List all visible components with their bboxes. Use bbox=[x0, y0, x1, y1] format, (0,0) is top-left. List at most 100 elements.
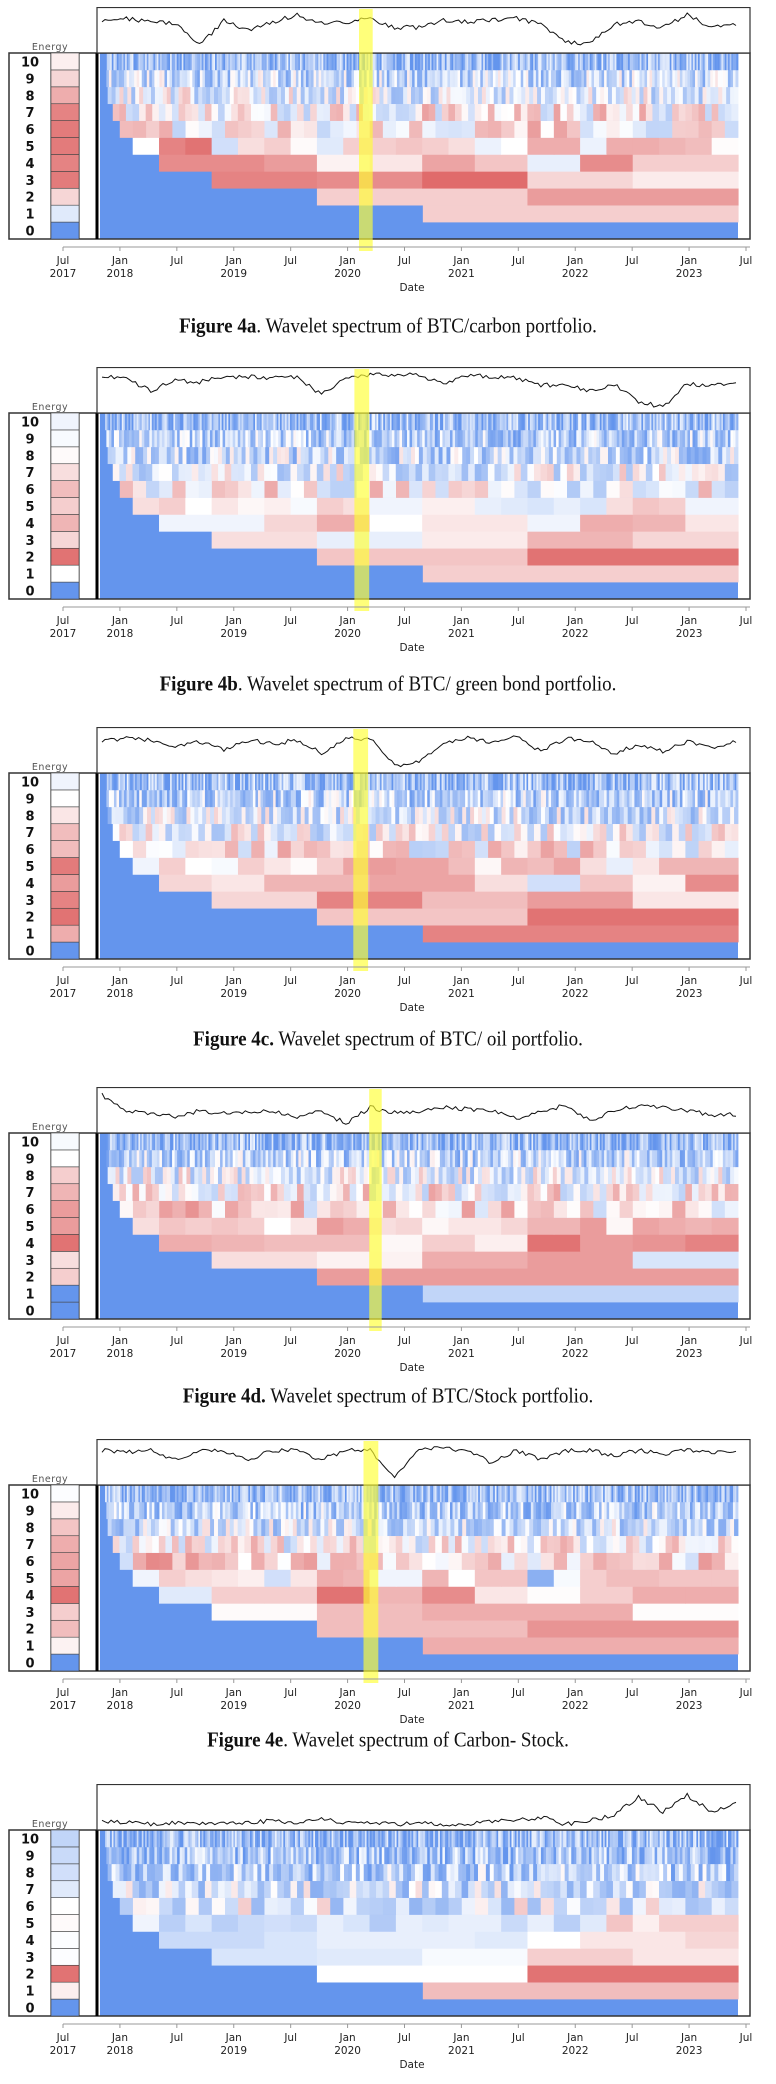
heatmap-stripe bbox=[609, 69, 613, 88]
heatmap-stripe bbox=[294, 773, 298, 791]
heatmap-stripe bbox=[277, 1200, 292, 1218]
heatmap-stripe bbox=[343, 1535, 351, 1553]
x-tick-year: 2017 bbox=[50, 1348, 77, 1360]
heatmap-stripe bbox=[694, 806, 699, 825]
figure-4b-caption: Figure 4b. Wavelet spectrum of BTC/ gree… bbox=[0, 672, 776, 699]
heatmap-stripe bbox=[172, 480, 186, 498]
heatmap-stripe bbox=[317, 840, 331, 858]
heatmap-stripe bbox=[159, 1149, 163, 1168]
heatmap-stripe bbox=[430, 446, 436, 465]
heatmap-stripe bbox=[286, 53, 289, 71]
heatmap-stripe bbox=[353, 69, 357, 88]
heatmap-stripe bbox=[636, 413, 639, 431]
heatmap-stripe bbox=[672, 480, 686, 498]
heatmap-stripe bbox=[409, 429, 413, 448]
level-label: 0 bbox=[25, 1305, 34, 1320]
heatmap-stripe bbox=[628, 53, 631, 71]
heatmap-stripe bbox=[256, 773, 259, 791]
heatmap-stripe bbox=[465, 1149, 469, 1168]
heatmap-stripe bbox=[306, 53, 309, 71]
heatmap-stripe bbox=[515, 429, 519, 448]
heatmap-cell bbox=[474, 137, 502, 155]
heatmap-stripe bbox=[666, 53, 669, 71]
heatmap-stripe bbox=[127, 86, 132, 105]
heatmap-stripe bbox=[600, 86, 605, 105]
heatmap-stripe bbox=[198, 806, 203, 825]
heatmap-stripe bbox=[596, 446, 601, 465]
heatmap-stripe bbox=[718, 446, 723, 465]
heatmap-cell bbox=[711, 857, 739, 875]
heatmap-stripe bbox=[116, 773, 119, 791]
heatmap-stripe bbox=[354, 1485, 357, 1503]
heatmap-stripe bbox=[482, 69, 486, 88]
x-tick-month: Jan bbox=[566, 255, 583, 267]
heatmap-stripe bbox=[291, 53, 294, 71]
heatmap-stripe bbox=[210, 1133, 213, 1151]
caption-text: . Wavelet spectrum of BTC/ green bond po… bbox=[237, 672, 617, 697]
heatmap-stripe bbox=[215, 1501, 218, 1520]
heatmap-stripe bbox=[220, 773, 223, 791]
heatmap-stripe bbox=[606, 120, 621, 138]
heatmap-stripe bbox=[154, 806, 160, 825]
heatmap-stripe bbox=[520, 103, 528, 121]
heatmap-stripe bbox=[568, 773, 571, 791]
heatmap-stripe bbox=[707, 1149, 711, 1168]
heatmap-stripe bbox=[599, 1535, 607, 1553]
heatmap-stripe bbox=[158, 1166, 164, 1185]
heatmap-stripe bbox=[231, 1485, 234, 1503]
heatmap-stripe bbox=[183, 413, 186, 431]
heatmap-stripe bbox=[540, 1149, 544, 1168]
heatmap-stripe bbox=[553, 1183, 561, 1201]
heatmap-stripe bbox=[566, 1183, 574, 1201]
heatmap-stripe bbox=[303, 789, 307, 808]
heatmap-stripe bbox=[544, 773, 547, 791]
heatmap-cell bbox=[632, 514, 686, 532]
heatmap-stripe bbox=[703, 773, 706, 791]
heatmap-stripe bbox=[188, 413, 191, 431]
heatmap-stripe bbox=[278, 53, 281, 71]
heatmap-stripe bbox=[250, 1149, 254, 1168]
heatmap-stripe bbox=[465, 69, 469, 88]
level-label: 5 bbox=[25, 860, 34, 875]
heatmap-stripe bbox=[507, 463, 515, 481]
heatmap-stripe bbox=[441, 1133, 444, 1151]
heatmap-stripe bbox=[378, 53, 381, 71]
heatmap-stripe bbox=[711, 120, 726, 138]
heatmap-stripe bbox=[734, 446, 739, 465]
heatmap-stripe bbox=[523, 69, 527, 88]
heatmap-stripe bbox=[588, 773, 591, 791]
heatmap-stripe bbox=[470, 429, 474, 448]
heatmap-stripe bbox=[257, 1166, 262, 1185]
heatmap-stripe bbox=[220, 69, 223, 88]
heatmap-stripe bbox=[376, 463, 383, 481]
heatmap-stripe bbox=[198, 103, 206, 121]
heatmap-stripe bbox=[311, 69, 314, 88]
heatmap-stripe bbox=[127, 446, 132, 465]
heatmap-stripe bbox=[202, 86, 207, 105]
figure-4d-caption: Figure 4d. Wavelet spectrum of BTC/Stock… bbox=[0, 1384, 776, 1411]
index-line-box bbox=[96, 1087, 751, 1134]
heatmap-stripe bbox=[470, 1166, 475, 1185]
heatmap-stripe bbox=[356, 1133, 359, 1151]
heatmap-stripe bbox=[404, 773, 407, 791]
heatmap-stripe bbox=[381, 429, 385, 448]
heatmap-stripe bbox=[245, 446, 250, 465]
heatmap-stripe bbox=[482, 429, 486, 448]
heatmap-stripe bbox=[426, 413, 429, 431]
heatmap-stripe bbox=[529, 86, 534, 105]
heatmap-stripe bbox=[154, 1149, 158, 1168]
heatmap-stripe bbox=[708, 773, 711, 791]
heatmap-stripe bbox=[619, 120, 634, 138]
heatmap-stripe bbox=[626, 429, 630, 448]
heatmap-stripe bbox=[250, 103, 258, 121]
heatmap-stripe bbox=[403, 86, 408, 105]
heatmap-stripe bbox=[389, 1183, 397, 1201]
heatmap-stripe bbox=[396, 1552, 410, 1570]
heatmap-stripe bbox=[288, 773, 291, 791]
heatmap-stripe bbox=[260, 429, 264, 448]
heatmap-stripe bbox=[308, 446, 313, 465]
heatmap-stripe bbox=[711, 1552, 726, 1570]
heatmap-stripe bbox=[131, 789, 135, 808]
heatmap-stripe bbox=[514, 103, 522, 121]
heatmap-stripe bbox=[170, 806, 176, 825]
